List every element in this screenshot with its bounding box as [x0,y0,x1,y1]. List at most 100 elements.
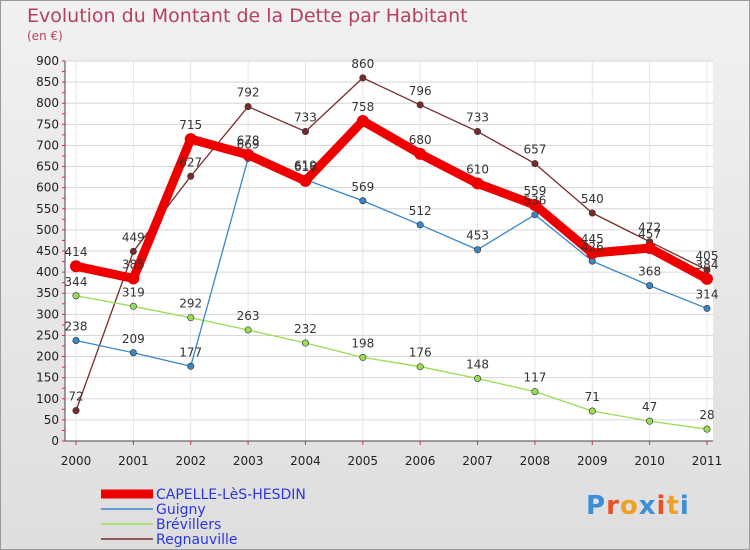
data-label: 198 [351,336,374,350]
data-point [187,172,195,180]
chart-subtitle: (en €) [27,29,63,43]
data-label: 559 [523,184,546,198]
data-point [359,74,367,82]
data-point [359,353,367,361]
y-tick-label: 50 [44,413,59,427]
y-tick-label: 900 [36,54,59,68]
data-label: 680 [409,133,432,147]
chart-title: Evolution du Montant de la Dette par Hab… [27,5,468,27]
data-point [129,302,137,310]
logo-letter: t [666,491,680,521]
data-label: 209 [122,332,145,346]
logo-letter: i [679,491,690,521]
x-tick-label: 2005 [348,454,379,468]
data-point [471,177,484,190]
data-label: 445 [581,232,604,246]
y-tick-label: 750 [36,117,59,131]
data-point [586,247,599,260]
data-point [414,147,427,160]
data-label: 47 [642,400,657,414]
y-tick-label: 850 [36,75,59,89]
y-tick-label: 650 [36,160,59,174]
data-label: 657 [523,143,546,157]
x-tick-label: 2008 [520,454,551,468]
data-point [244,326,252,334]
data-point [474,246,482,254]
data-point [301,128,309,136]
data-point [588,407,596,415]
data-point [301,339,309,347]
x-tick-label: 2009 [577,454,608,468]
data-label: 449 [122,230,145,244]
y-tick-label: 450 [36,244,59,258]
legend-label: Brévillers [156,517,221,533]
data-label: 344 [65,275,88,289]
logo-letter: o [619,491,639,521]
data-point [528,198,541,211]
data-label: 319 [122,285,145,299]
y-tick-label: 0 [51,434,59,448]
x-tick-label: 2001 [118,454,149,468]
data-point [72,337,80,345]
data-point [474,128,482,136]
y-tick-label: 700 [36,138,59,152]
data-label: 384 [696,258,719,272]
data-point [646,282,654,290]
data-point [187,314,195,322]
data-label: 263 [237,309,260,323]
series-line-1 [75,157,708,367]
data-point [299,174,312,187]
x-tick-label: 2004 [290,454,321,468]
data-label: 177 [179,345,202,359]
data-label: 678 [237,134,260,148]
data-label: 238 [65,320,88,334]
data-label: 414 [65,245,88,259]
data-point [72,292,80,300]
data-point [416,221,424,229]
series-line-0 [75,116,710,283]
y-tick-label: 400 [36,265,59,279]
y-tick-label: 350 [36,286,59,300]
data-point [242,148,255,161]
data-point [129,349,137,357]
data-label: 176 [409,346,432,360]
y-tick-label: 300 [36,307,59,321]
data-label: 669 [237,138,260,152]
data-label: 758 [351,100,374,114]
data-label: 314 [696,287,719,301]
x-tick-label: 2011 [692,454,723,468]
data-point [531,388,539,396]
series-line-3 [75,77,708,411]
data-label: 148 [466,358,489,372]
y-tick-label: 250 [36,328,59,342]
logo-letter: P [586,491,607,521]
data-point [356,114,369,127]
logo-letter: i [656,491,667,521]
data-label: 733 [294,111,317,125]
data-label: 385 [122,257,145,271]
x-tick-label: 2010 [634,454,665,468]
x-tick-label: 2000 [61,454,92,468]
y-tick-label: 550 [36,202,59,216]
data-label: 292 [179,297,202,311]
data-label: 733 [466,111,489,125]
data-label: 616 [294,160,317,174]
x-tick-label: 2006 [405,454,436,468]
data-label: 610 [466,162,489,176]
x-tick-label: 2002 [175,454,206,468]
y-tick-label: 150 [36,371,59,385]
data-point [72,407,80,415]
logo-letter: r [606,491,620,521]
data-label: 232 [294,322,317,336]
data-point [359,197,367,205]
y-tick-label: 600 [36,181,59,195]
data-point [127,272,140,285]
data-point [646,417,654,425]
legend-label: Guigny [156,502,206,518]
legend-label: Regnauville [156,532,238,548]
data-point [244,103,252,111]
y-tick-label: 800 [36,96,59,110]
data-label: 536 [523,194,546,208]
